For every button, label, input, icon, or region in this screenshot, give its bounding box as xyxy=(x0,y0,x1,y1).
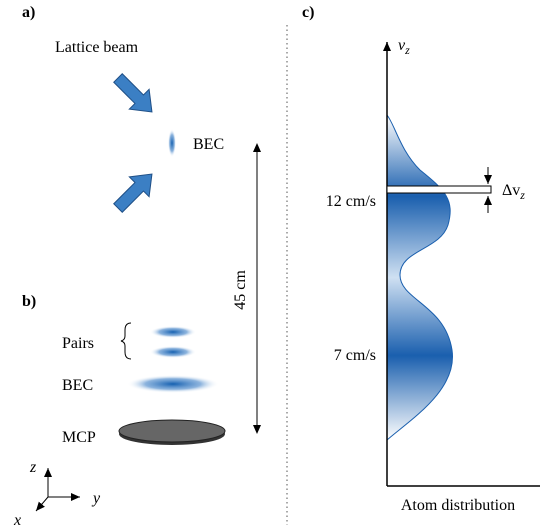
bec-cloud xyxy=(127,375,219,393)
tick-label: 12 cm/s xyxy=(326,193,376,210)
bec-cloud xyxy=(168,129,176,157)
tick-label: 7 cm/s xyxy=(334,347,376,364)
x-axis xyxy=(36,497,48,511)
panel-label: b) xyxy=(22,293,36,310)
bec-label: BEC xyxy=(193,136,224,153)
axis-label: z xyxy=(29,459,37,476)
distribution xyxy=(387,115,453,440)
axis-title: vz xyxy=(398,37,410,57)
pair-cloud xyxy=(150,326,196,338)
axis-label: y xyxy=(91,490,101,507)
axis-label: x xyxy=(13,512,21,529)
axis-subscript: z xyxy=(404,43,410,57)
x-label: Atom distribution xyxy=(401,497,515,514)
beam-label: Lattice beam xyxy=(55,39,139,56)
beam-arrow xyxy=(108,68,162,122)
mcp-label: MCP xyxy=(62,429,96,446)
slice-label: Δvz xyxy=(502,182,525,202)
panel-label: c) xyxy=(302,4,314,21)
panel-label: a) xyxy=(22,4,35,21)
slice-subscript: z xyxy=(519,188,525,202)
bec-label: BEC xyxy=(62,377,93,394)
diagram: a) Lattice beam BEC 45 cm b) Pairs BEC M… xyxy=(0,0,541,531)
mcp xyxy=(119,420,225,442)
beam-arrow xyxy=(108,164,162,218)
pairs-label: Pairs xyxy=(62,335,94,352)
brace xyxy=(121,323,131,359)
distance-label: 45 cm xyxy=(232,270,249,310)
pair-cloud xyxy=(150,346,196,358)
slice-symbol: Δv xyxy=(502,182,520,199)
velocity-slice xyxy=(387,186,491,193)
